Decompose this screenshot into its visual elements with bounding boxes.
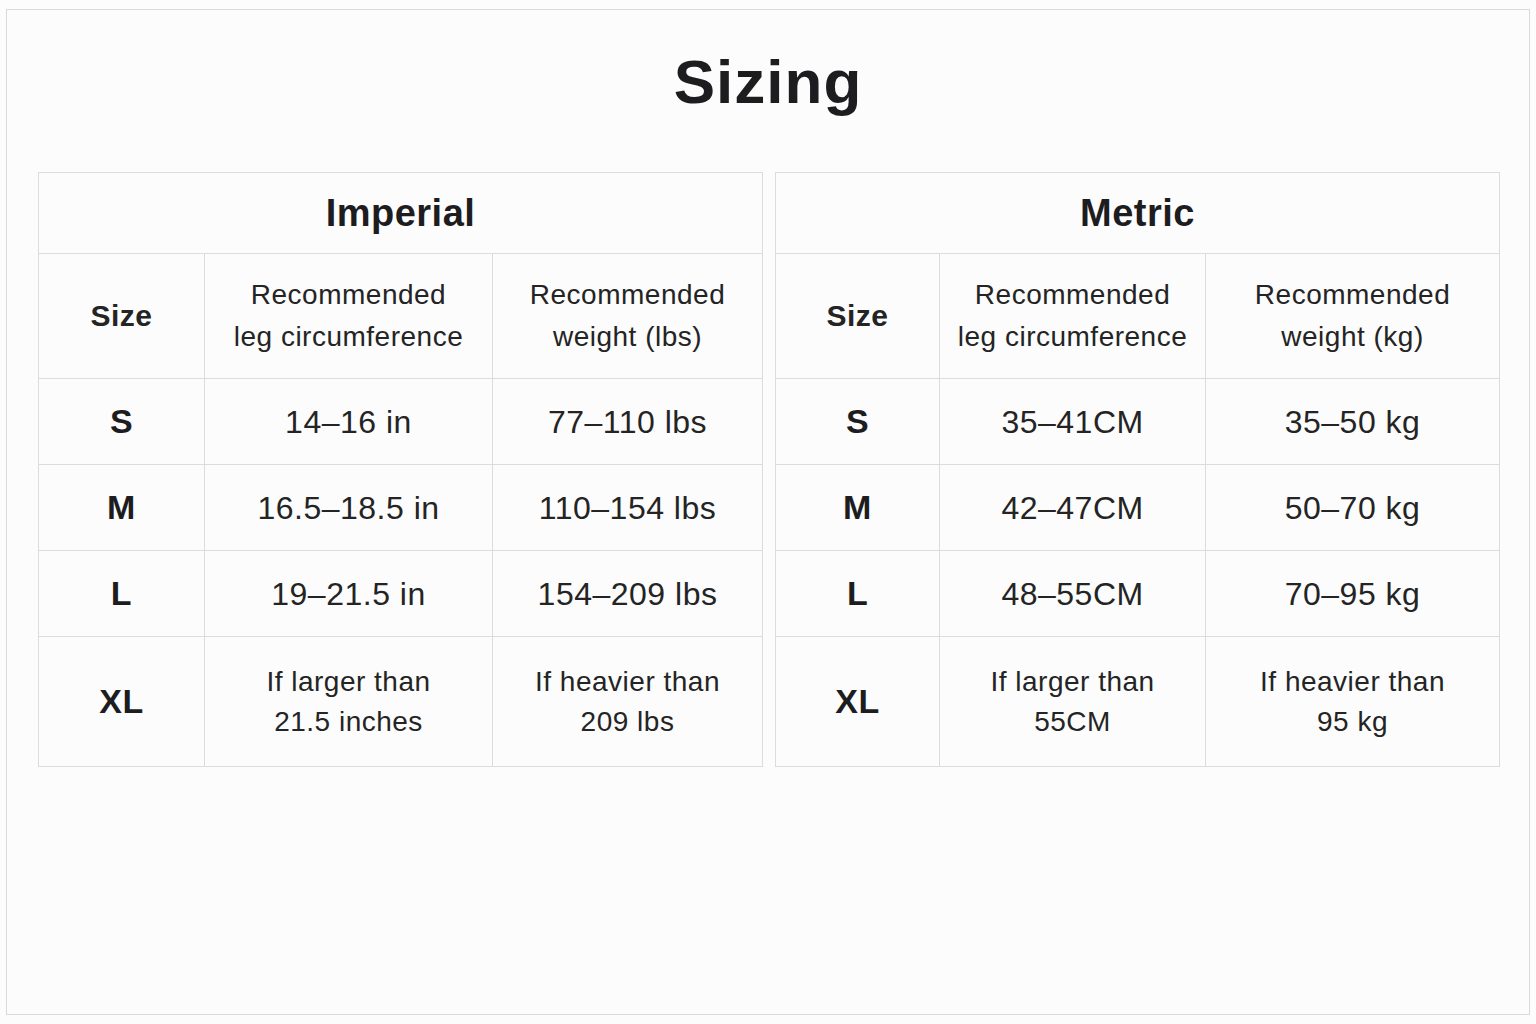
leg-circumference-value: 16.5–18.5 in <box>205 465 493 551</box>
size-label: L <box>776 551 940 637</box>
imperial-leg-circumference-column-header: Recommended leg circumference <box>205 254 493 379</box>
imperial-row-s: S 14–16 in 77–110 lbs <box>39 379 763 465</box>
imperial-sizing-table: Imperial Size Recommended leg circumfere… <box>38 172 763 767</box>
weight-value: If heavier than 209 lbs <box>493 637 763 767</box>
weight-value: 77–110 lbs <box>493 379 763 465</box>
weight-value: 70–95 kg <box>1206 551 1500 637</box>
metric-table-title: Metric <box>776 173 1500 254</box>
metric-row-m: M 42–47CM 50–70 kg <box>776 465 1500 551</box>
leg-circumference-value: If larger than 21.5 inches <box>205 637 493 767</box>
size-label: S <box>776 379 940 465</box>
metric-row-s: S 35–41CM 35–50 kg <box>776 379 1500 465</box>
metric-sizing-table: Metric Size Recommended leg circumferenc… <box>775 172 1500 767</box>
size-label: XL <box>776 637 940 767</box>
weight-value: 110–154 lbs <box>493 465 763 551</box>
size-label: L <box>39 551 205 637</box>
leg-circumference-value: 48–55CM <box>940 551 1206 637</box>
imperial-table-title: Imperial <box>39 173 763 254</box>
metric-weight-column-header: Recommended weight (kg) <box>1206 254 1500 379</box>
imperial-row-xl: XL If larger than 21.5 inches If heavier… <box>39 637 763 767</box>
leg-circumference-value: 14–16 in <box>205 379 493 465</box>
size-label: XL <box>39 637 205 767</box>
weight-value: 154–209 lbs <box>493 551 763 637</box>
sizing-page: { "page": { "title": "Sizing" }, "colors… <box>0 0 1536 1024</box>
size-label: M <box>39 465 205 551</box>
size-label: S <box>39 379 205 465</box>
imperial-size-column-header: Size <box>39 254 205 379</box>
leg-circumference-value: 19–21.5 in <box>205 551 493 637</box>
weight-value: 50–70 kg <box>1206 465 1500 551</box>
imperial-weight-column-header: Recommended weight (lbs) <box>493 254 763 379</box>
sizing-tables-container: Imperial Size Recommended leg circumfere… <box>0 172 1536 767</box>
metric-leg-circumference-column-header: Recommended leg circumference <box>940 254 1206 379</box>
page-title: Sizing <box>0 0 1536 122</box>
leg-circumference-value: 42–47CM <box>940 465 1206 551</box>
imperial-row-l: L 19–21.5 in 154–209 lbs <box>39 551 763 637</box>
size-label: M <box>776 465 940 551</box>
metric-size-column-header: Size <box>776 254 940 379</box>
leg-circumference-value: If larger than 55CM <box>940 637 1206 767</box>
imperial-title-row: Imperial <box>39 173 763 254</box>
leg-circumference-value: 35–41CM <box>940 379 1206 465</box>
metric-row-l: L 48–55CM 70–95 kg <box>776 551 1500 637</box>
weight-value: If heavier than 95 kg <box>1206 637 1500 767</box>
imperial-header-row: Size Recommended leg circumference Recom… <box>39 254 763 379</box>
metric-title-row: Metric <box>776 173 1500 254</box>
weight-value: 35–50 kg <box>1206 379 1500 465</box>
metric-row-xl: XL If larger than 55CM If heavier than 9… <box>776 637 1500 767</box>
metric-header-row: Size Recommended leg circumference Recom… <box>776 254 1500 379</box>
imperial-row-m: M 16.5–18.5 in 110–154 lbs <box>39 465 763 551</box>
